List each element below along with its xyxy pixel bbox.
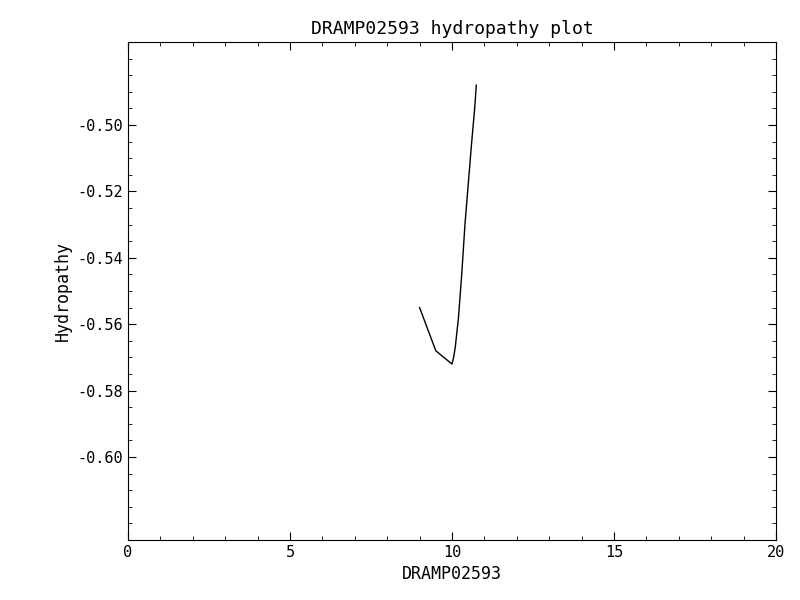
Title: DRAMP02593 hydropathy plot: DRAMP02593 hydropathy plot bbox=[310, 20, 594, 38]
Y-axis label: Hydropathy: Hydropathy bbox=[54, 241, 72, 341]
X-axis label: DRAMP02593: DRAMP02593 bbox=[402, 565, 502, 583]
